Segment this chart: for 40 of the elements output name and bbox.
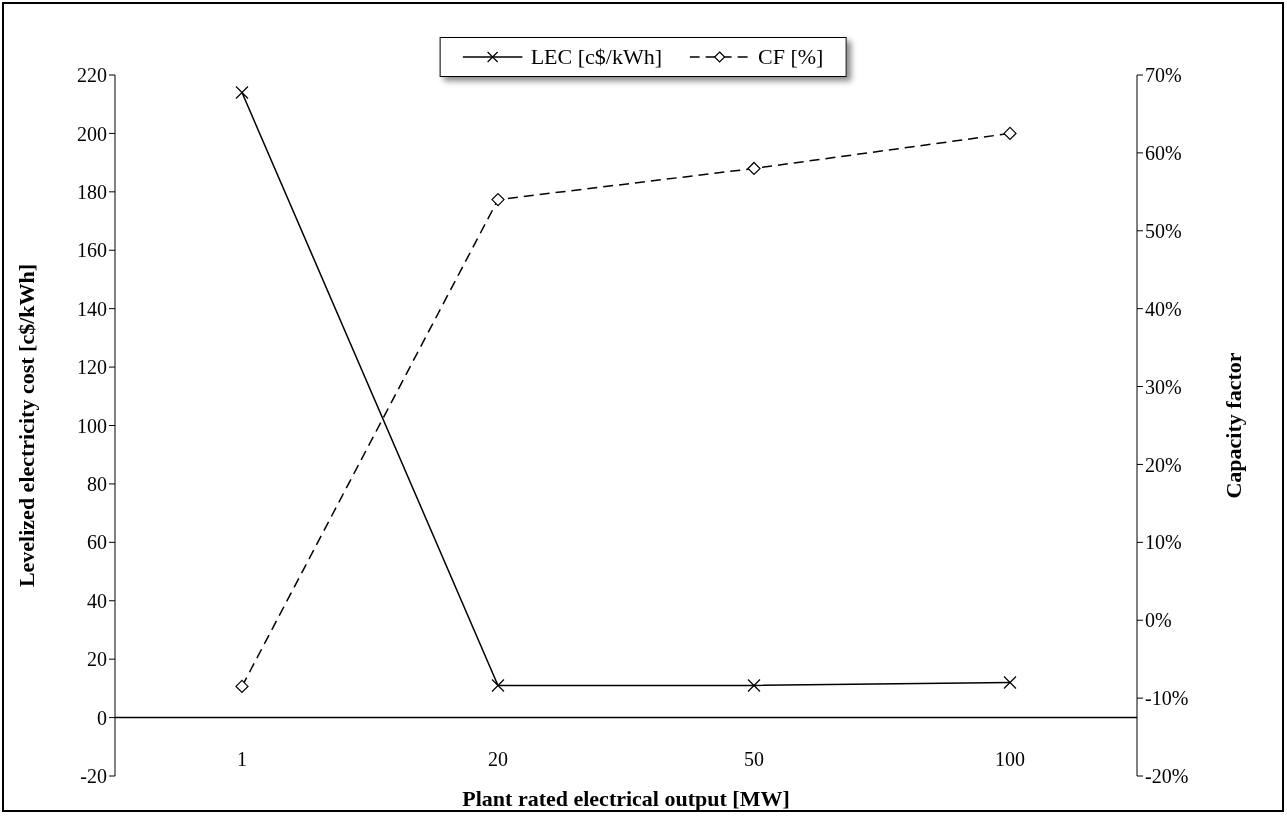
- x-tick-label: 20: [488, 748, 508, 771]
- point: [235, 679, 249, 694]
- y2-tick-label: 60%: [1145, 141, 1182, 164]
- y-tick-label: 40: [87, 589, 107, 612]
- point: [1003, 126, 1017, 141]
- y2-tick-label: 40%: [1145, 297, 1182, 320]
- y-tick-label: 120: [77, 356, 107, 379]
- y-tick-label: 160: [77, 239, 107, 262]
- y2-tick-label: 10%: [1145, 531, 1182, 554]
- y-tick-label: 200: [77, 122, 107, 145]
- legend-label: CF [%]: [757, 44, 824, 70]
- y-tick-label: 220: [77, 64, 107, 87]
- x-tick-label: 50: [744, 748, 764, 771]
- x-tick-label: 1: [237, 748, 247, 771]
- y-axis-title: Levelized electricity cost [c$/kWh]: [13, 263, 39, 588]
- y2-tick-label: -20%: [1145, 765, 1189, 788]
- point: [747, 161, 761, 176]
- legend-label: LEC [c$/kWh]: [530, 44, 662, 70]
- point: [235, 85, 249, 100]
- y-tick-label: 0: [97, 706, 107, 729]
- y2-tick-label: 0%: [1145, 609, 1172, 632]
- y2-tick-label: -10%: [1145, 687, 1189, 710]
- x-tick-label: 100: [995, 748, 1025, 771]
- y-tick-label: 140: [77, 297, 107, 320]
- point: [491, 193, 505, 207]
- y-tick-label: 80: [87, 473, 107, 496]
- y2-tick-label: 20%: [1145, 453, 1182, 476]
- y2-tick-label: 70%: [1145, 64, 1182, 87]
- y2-tick-label: 30%: [1145, 375, 1182, 398]
- x-axis-title: Plant rated electrical output [MW]: [462, 786, 790, 811]
- point: [491, 678, 505, 693]
- point: [747, 678, 761, 693]
- y-tick-label: 60: [87, 531, 107, 554]
- y-tick-label: -20: [80, 765, 107, 788]
- y-tick-label: 100: [77, 414, 107, 437]
- point: [1003, 675, 1017, 690]
- y-tick-label: 180: [77, 180, 107, 203]
- y2-tick-label: 50%: [1145, 219, 1182, 242]
- y-tick-label: 20: [87, 648, 107, 671]
- y2-axis-title: Capacity factor: [1220, 352, 1246, 499]
